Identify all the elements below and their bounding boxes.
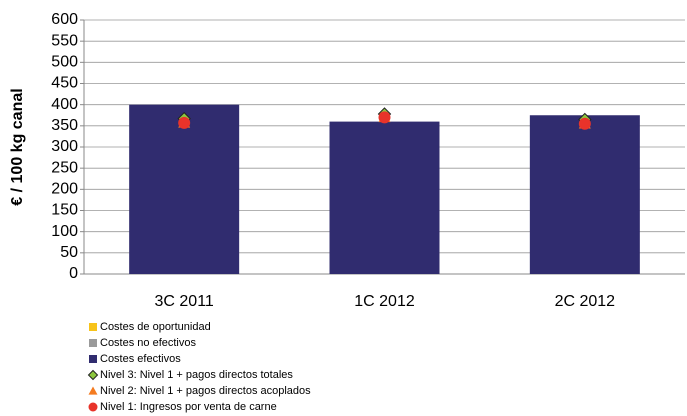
bar (529, 115, 640, 274)
y-tick-label: 550 (51, 32, 78, 49)
point (378, 111, 391, 124)
y-tick-label: 350 (51, 117, 78, 134)
legend-label: Costes no efectivos (100, 337, 196, 349)
x-tick-label: 2C 2012 (555, 293, 616, 310)
legend-swatch (89, 339, 97, 347)
legend-swatch (88, 386, 98, 395)
y-tick-label: 50 (60, 244, 78, 261)
legend-label: Nivel 3: Nivel 1 + pagos directos totale… (100, 369, 293, 381)
bar (329, 121, 440, 274)
legend-swatch (89, 355, 97, 363)
y-tick-label: 600 (51, 11, 78, 28)
legend-swatch (87, 369, 99, 381)
legend-label: Costes de oportunidad (100, 321, 211, 333)
x-tick-label: 1C 2012 (354, 293, 415, 310)
y-tick-label: 400 (51, 96, 78, 113)
point (578, 117, 591, 130)
y-tick-label: 100 (51, 223, 78, 240)
point (178, 116, 191, 129)
y-tick-label: 450 (51, 75, 78, 92)
y-tick-label: 300 (51, 138, 78, 155)
legend-swatch (89, 323, 97, 331)
legend-label: Nivel 2: Nivel 1 + pagos directos acopla… (100, 385, 311, 397)
bar (129, 104, 240, 275)
y-axis-label: € / 100 kg canal (9, 88, 26, 205)
y-tick-label: 0 (69, 265, 78, 282)
y-tick-label: 200 (51, 181, 78, 198)
legend-swatch (88, 402, 98, 412)
y-tick-label: 250 (51, 159, 78, 176)
y-tick-label: 150 (51, 202, 78, 219)
x-tick-label: 3C 2011 (155, 293, 214, 310)
y-tick-label: 500 (51, 54, 78, 71)
legend-label: Nivel 1: Ingresos por venta de carne (100, 401, 277, 413)
legend-label: Costes efectivos (100, 353, 181, 365)
